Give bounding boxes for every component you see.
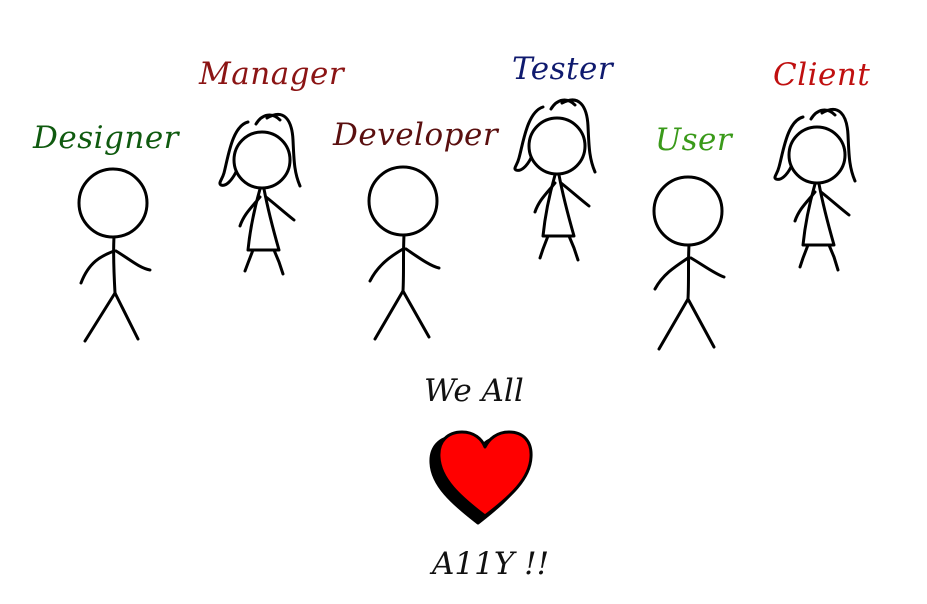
tester-hair-left — [513, 105, 545, 172]
user-head — [652, 175, 724, 247]
tester-right-arm — [559, 181, 591, 208]
manager-left-arm — [238, 195, 262, 228]
client-hair-right — [820, 107, 857, 183]
tester-figure — [513, 98, 597, 262]
label-designer: Designer — [32, 120, 181, 156]
user-right-leg — [686, 297, 716, 349]
manager-hair-top — [254, 113, 282, 126]
caption-a11y: A11Y !! — [429, 546, 549, 582]
heart-icon — [429, 430, 533, 525]
client-dress — [801, 182, 836, 247]
developer-right-leg — [401, 289, 431, 339]
tester-hair-top — [549, 98, 577, 111]
manager-figure — [218, 112, 302, 276]
label-tester: Tester — [512, 51, 615, 87]
client-head — [787, 125, 847, 185]
tester-left-arm — [533, 181, 557, 214]
designer-right-leg — [113, 291, 140, 341]
client-left-leg — [798, 243, 810, 269]
designer-head — [77, 167, 149, 239]
tester-left-leg — [538, 234, 550, 260]
tester-head — [527, 116, 587, 176]
manager-left-leg — [243, 248, 255, 273]
manager-head — [232, 130, 292, 190]
tester-right-leg — [567, 234, 580, 262]
tester-dress — [541, 173, 576, 238]
client-left-arm — [793, 190, 817, 223]
developer-right-arm — [404, 247, 441, 270]
label-developer: Developer — [332, 117, 500, 153]
caption-we-all: We All — [424, 373, 524, 409]
designer-right-arm — [114, 249, 152, 272]
client-figure — [773, 107, 857, 272]
manager-hair-left — [218, 120, 250, 187]
client-right-arm — [819, 190, 851, 217]
designer-left-leg — [83, 291, 117, 343]
user-figure — [652, 175, 726, 351]
client-right-leg — [827, 243, 840, 272]
user-left-arm — [653, 256, 690, 291]
manager-hair-right — [265, 112, 302, 188]
label-user: User — [655, 122, 734, 158]
label-manager: Manager — [198, 56, 346, 92]
developer-left-arm — [368, 247, 405, 283]
designer-body — [112, 235, 117, 295]
client-hair-left — [773, 115, 805, 181]
designer-figure — [77, 167, 152, 343]
developer-figure — [367, 165, 441, 341]
user-left-leg — [657, 297, 690, 351]
manager-dress — [246, 187, 281, 252]
developer-left-leg — [373, 289, 405, 341]
tester-hair-right — [560, 98, 597, 174]
heart-front — [437, 430, 533, 518]
developer-body — [401, 233, 406, 293]
designer-left-arm — [79, 249, 116, 285]
user-body — [686, 243, 691, 301]
manager-right-arm — [264, 195, 296, 222]
developer-head — [367, 165, 439, 237]
manager-right-leg — [272, 248, 285, 276]
client-hair-top — [809, 108, 837, 121]
label-client: Client — [773, 57, 870, 93]
user-right-arm — [689, 256, 726, 279]
